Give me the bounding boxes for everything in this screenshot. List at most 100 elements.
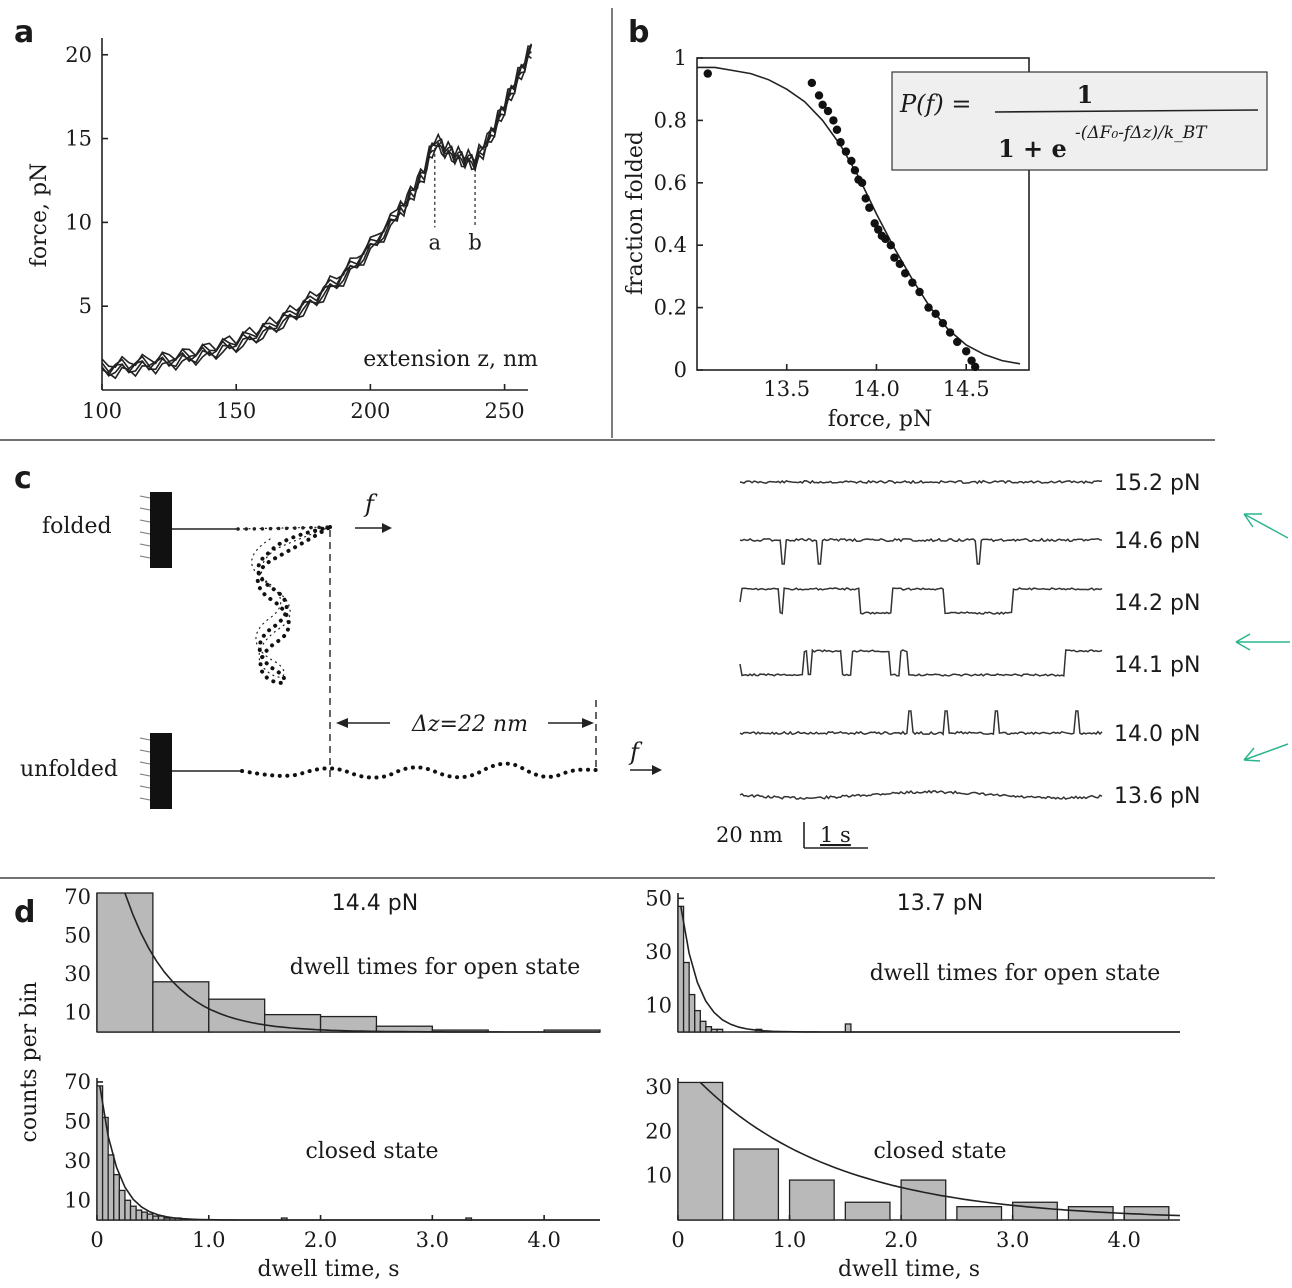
panel-d-bar	[694, 1009, 701, 1033]
panel-a-xtick-label: 100	[82, 399, 122, 423]
folded-label: folded	[42, 514, 112, 539]
panel-b-xtick-label: 14.5	[943, 377, 990, 401]
panel-d-xtick-label: 0	[671, 1228, 684, 1252]
panel-d-bar	[682, 961, 690, 1033]
panel-b-data-point	[890, 253, 899, 262]
panel-d-ytick-label: 30	[645, 1075, 672, 1099]
panel-d-bar	[788, 1179, 835, 1221]
panel-label-d: d	[14, 895, 35, 930]
panel-d-bar	[844, 1201, 891, 1221]
panel-b-data-point	[861, 194, 870, 203]
panel-d-bar	[900, 1179, 947, 1221]
panel-c-trace	[739, 587, 1103, 615]
panel-d-annotation: dwell times for open state	[870, 961, 1161, 986]
panel-b-data-point	[832, 125, 842, 134]
panel-a-ytick-label: 10	[65, 210, 92, 234]
panel-b-data-point	[841, 147, 851, 156]
panel-c-trace-force-label: 14.2 pN	[1114, 591, 1200, 616]
panel-d-bar	[129, 1205, 137, 1221]
panel-a-xlabel: extension z, nm	[363, 347, 538, 372]
panel-b-ytick-label: 0.2	[654, 296, 687, 320]
panel-label-b: b	[628, 15, 649, 50]
formula-denominator: 1 + e	[998, 134, 1067, 163]
panel-d-ytick-label: 70	[64, 1070, 91, 1094]
panel-d-bar	[733, 1148, 780, 1221]
panel-d-ytick-label: 70	[64, 885, 91, 909]
unfolded-force-symbol: f	[628, 738, 643, 766]
panel-a-ylabel: force, pN	[27, 163, 52, 268]
panel-d-ytick-label: 10	[64, 1188, 91, 1212]
panel-b-xtick-label: 13.5	[763, 377, 810, 401]
panel-c-trace	[739, 710, 1103, 736]
folded-molecule: f	[139, 490, 392, 685]
unfolded-label: unfolded	[20, 757, 118, 782]
panel-d-xtick-label: 3.0	[996, 1228, 1029, 1252]
panel-b-ytick-label: 1	[674, 46, 687, 70]
panel-a-marker-label: b	[468, 230, 481, 254]
panel-d-ytick-label: 10	[645, 1164, 672, 1188]
panel-d-bar	[96, 1085, 104, 1221]
panel-d-bar	[699, 1020, 707, 1033]
panel-d-bar	[118, 1189, 126, 1221]
panel-a-force-curve	[101, 45, 532, 368]
panel-b-ytick-label: 0.4	[654, 233, 687, 257]
delta-z-label: Δz=22 nm	[411, 712, 528, 737]
panel-d-ylabel: counts per bin	[17, 982, 42, 1143]
formula-exponent: -(ΔF₀-fΔz)/k_BT	[1075, 123, 1208, 143]
panel-d-fit-curve	[680, 906, 1180, 1033]
panel-d-xlabel: dwell time, s	[838, 1257, 980, 1282]
panel-b-data-point	[961, 347, 971, 356]
panel-d-bar	[677, 1081, 724, 1221]
panel-c-trace	[739, 789, 1103, 800]
panel-d-bar	[844, 1023, 852, 1033]
panel-b-data-point	[870, 219, 879, 228]
arrow-lower-icon	[1243, 743, 1289, 762]
panel-b-data-point	[865, 203, 874, 212]
unfolded-molecule: f	[139, 733, 662, 809]
scale-bar-time: 1 s	[820, 823, 851, 847]
panel-b-data-point	[895, 259, 904, 269]
panel-b-data-point	[915, 287, 924, 297]
panel-d-xtick-label: 1.0	[773, 1228, 806, 1252]
formula-box: P(f) = 1 1 + e -(ΔF₀-fΔz)/k_BT	[891, 71, 1268, 171]
panel-b-xlabel: force, pN	[828, 407, 933, 432]
panel-b-data-point	[703, 69, 712, 78]
panel-d-bar	[956, 1206, 1003, 1221]
scale-bar-distance: 20 nm	[716, 823, 783, 847]
panel-b-ytick-label: 0.6	[654, 171, 687, 195]
panel-b-data-point	[850, 166, 860, 175]
panel-d-xtick-label: 1.0	[192, 1228, 225, 1252]
panel-c-trace-force-label: 15.2 pN	[1114, 471, 1200, 496]
panel-d-xtick-label: 0	[90, 1228, 103, 1252]
panel-d-xtick-label: 3.0	[416, 1228, 449, 1252]
panel-d-ytick-label: 10	[645, 993, 672, 1017]
panel-d-bar	[688, 993, 696, 1033]
panel-c-trace	[739, 537, 1103, 565]
formula-numerator: 1	[1077, 80, 1094, 109]
panel-b-data-point	[908, 278, 917, 287]
panel-d-ytick-label: 50	[645, 886, 672, 910]
panel-b-data-point	[829, 116, 838, 125]
panel-d-xlabel: dwell time, s	[257, 1257, 399, 1282]
panel-d-bar	[710, 1028, 718, 1033]
panel-d-bar	[319, 1015, 378, 1033]
panel-b-xtick-label: 14.0	[853, 377, 900, 401]
panel-a-force-curve	[101, 51, 532, 377]
panel-b-data-point	[881, 234, 890, 244]
panel-b-data-point	[836, 138, 845, 147]
panel-d-xtick-label: 2.0	[304, 1228, 337, 1252]
panel-a-xtick-label: 200	[350, 399, 390, 423]
panel-d-ytick-label: 30	[645, 940, 672, 964]
panel-d-bar	[716, 1028, 724, 1033]
panel-a-ytick-label: 5	[79, 294, 92, 318]
panel-d-bar	[107, 1154, 115, 1221]
panel-a-ytick-label: 20	[65, 43, 92, 67]
panel-d-bar	[124, 1199, 132, 1221]
panel-b-data-point	[874, 225, 883, 234]
panel-d-bar	[141, 1211, 148, 1221]
panel-a-xtick-label: 150	[216, 399, 256, 423]
panel-label-c: c	[14, 461, 32, 496]
panel-c-trace-force-label: 14.0 pN	[1114, 722, 1200, 747]
panel-b-data-point	[967, 356, 976, 365]
